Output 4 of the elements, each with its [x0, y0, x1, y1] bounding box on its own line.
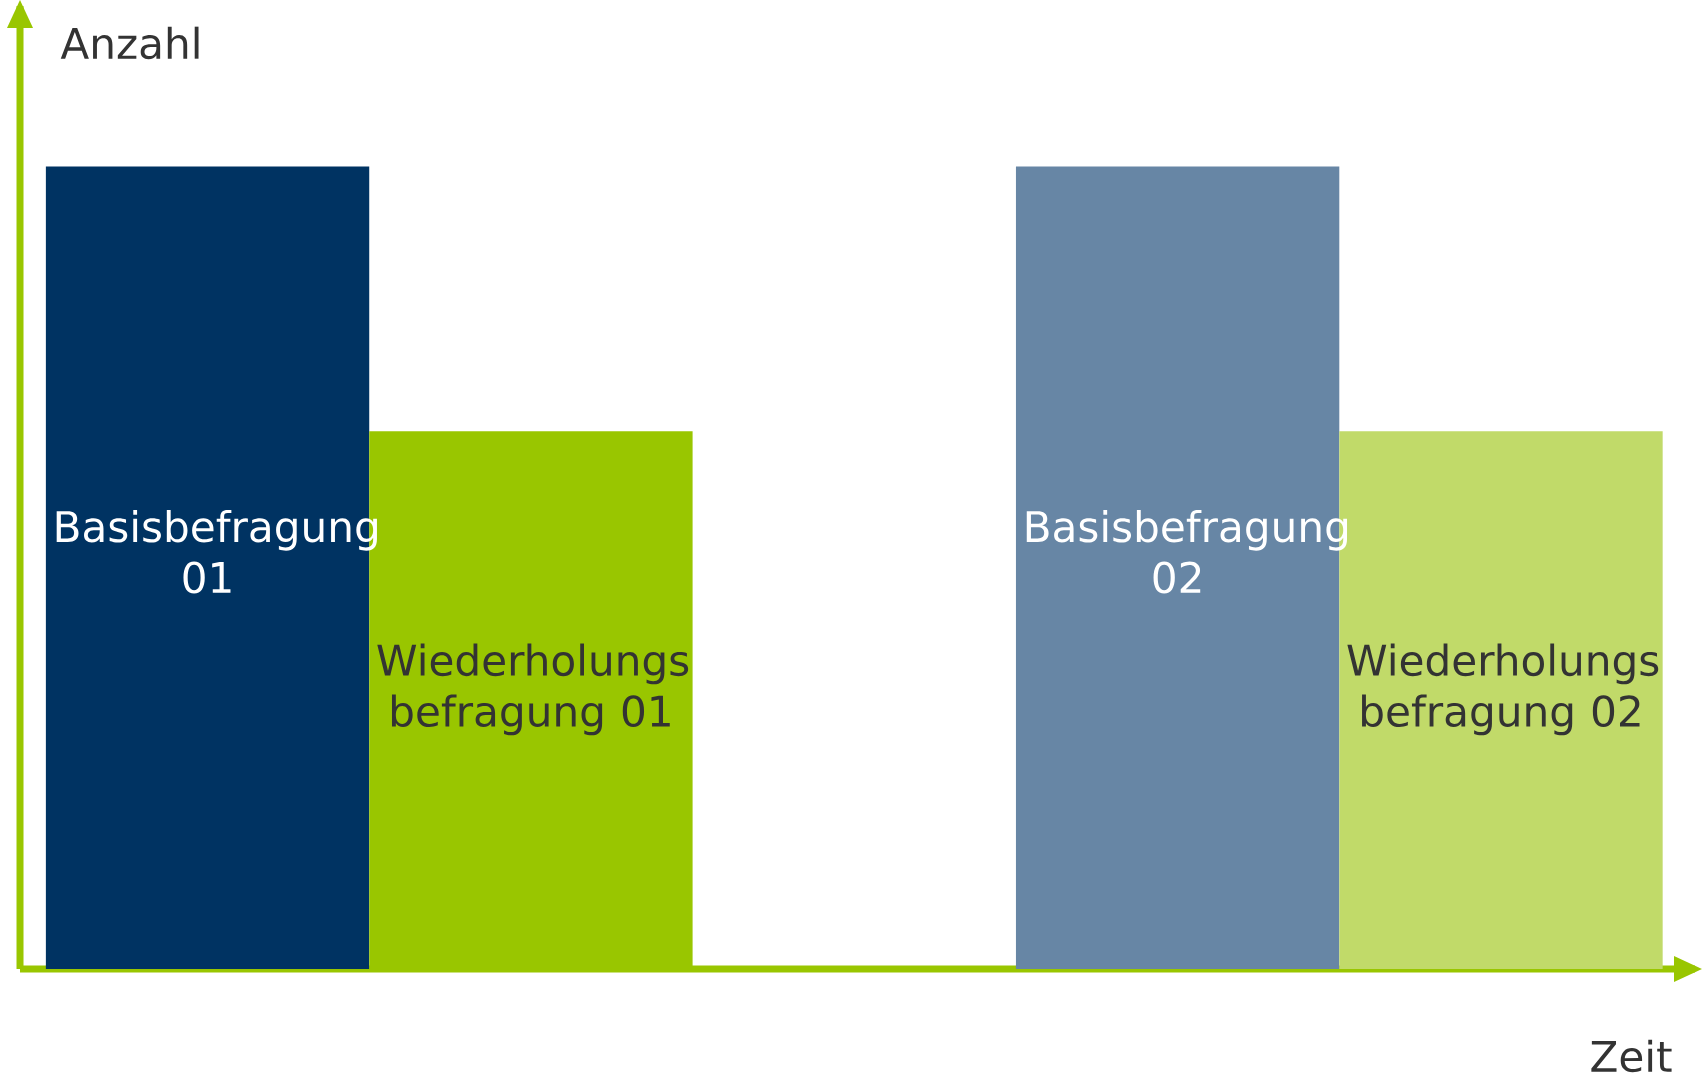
y-axis-title: Anzahl: [60, 26, 199, 60]
x-axis-title: Zeit: [1591, 1039, 1672, 1073]
x-tick-label: Wiederholungs befragung 01: [377, 643, 689, 736]
x-tick-label: Wiederholungs befragung 02: [1347, 643, 1659, 736]
